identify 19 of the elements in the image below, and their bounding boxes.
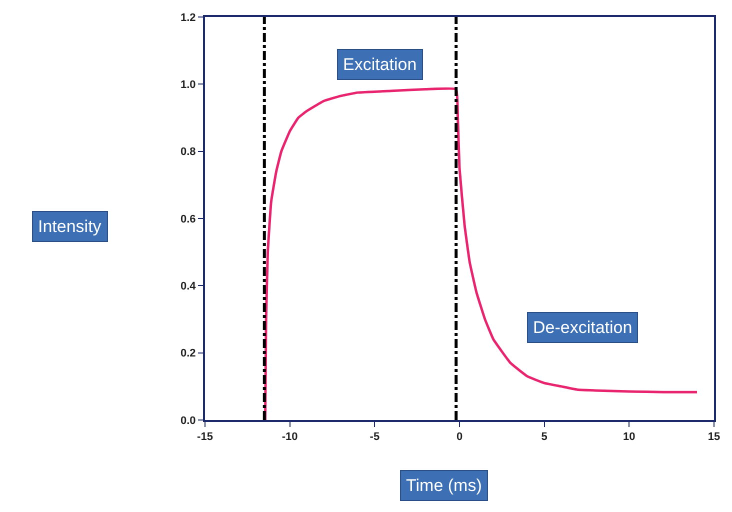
x-tick-label: -10 <box>282 431 298 444</box>
y-tick-label: 0.0 <box>180 414 196 427</box>
x-axis-title: Time (ms) <box>406 476 482 495</box>
y-tick-label: 0.2 <box>180 348 196 360</box>
x-tick-label: -15 <box>197 431 213 444</box>
annotation: Excitation <box>343 55 417 74</box>
line-series <box>264 87 698 420</box>
x-tick-label: 15 <box>708 431 720 444</box>
x-tick-label: -5 <box>370 431 380 444</box>
y-tick-label: 1.0 <box>180 79 196 92</box>
y-tick-label: 0.4 <box>180 280 197 293</box>
y-axis-title: Intensity <box>38 217 102 236</box>
y-tick-label: 1.2 <box>180 12 196 24</box>
y-tick-label: 0.8 <box>180 146 196 158</box>
annotation: De-excitation <box>533 318 632 337</box>
x-tick-label: 10 <box>623 431 636 444</box>
x-tick-label: 5 <box>541 431 548 444</box>
x-tick-label: 0 <box>456 431 463 444</box>
y-tick-label: 0.6 <box>180 213 196 226</box>
